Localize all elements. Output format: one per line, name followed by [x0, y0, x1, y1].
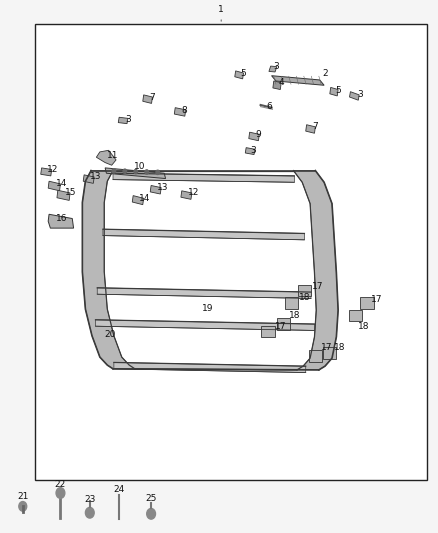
Text: 16: 16	[56, 214, 67, 223]
Text: 13: 13	[90, 173, 101, 181]
Polygon shape	[245, 148, 255, 155]
Text: 17: 17	[312, 282, 323, 291]
Polygon shape	[118, 117, 128, 124]
Bar	[35, 24, 427, 480]
Text: 3: 3	[125, 116, 131, 124]
Text: 12: 12	[47, 165, 59, 174]
Text: 7: 7	[312, 123, 318, 131]
Polygon shape	[298, 285, 311, 296]
Text: 25: 25	[145, 494, 157, 503]
Text: 14: 14	[139, 194, 151, 203]
Polygon shape	[105, 168, 166, 179]
Circle shape	[147, 508, 155, 519]
Polygon shape	[114, 362, 306, 373]
Text: 18: 18	[289, 311, 300, 320]
Circle shape	[145, 170, 148, 174]
Polygon shape	[150, 185, 161, 194]
Text: 22: 22	[55, 480, 66, 489]
Text: 7: 7	[149, 93, 155, 101]
Polygon shape	[48, 181, 60, 191]
Polygon shape	[132, 196, 144, 205]
Text: 18: 18	[334, 343, 345, 352]
Polygon shape	[82, 171, 135, 369]
Polygon shape	[273, 81, 281, 90]
Text: 9: 9	[255, 130, 261, 139]
Polygon shape	[360, 297, 374, 309]
Text: 4: 4	[278, 78, 284, 87]
Text: 17: 17	[321, 343, 332, 352]
Polygon shape	[261, 326, 275, 337]
Text: 5: 5	[335, 86, 341, 95]
Polygon shape	[269, 66, 277, 72]
Text: 24: 24	[113, 484, 125, 494]
Polygon shape	[113, 173, 294, 182]
Polygon shape	[57, 190, 70, 200]
Text: 3: 3	[274, 62, 279, 71]
Polygon shape	[41, 168, 52, 176]
Text: 3: 3	[251, 146, 256, 155]
Circle shape	[85, 507, 94, 518]
Circle shape	[112, 169, 116, 173]
Text: 20: 20	[104, 330, 116, 339]
Text: 18: 18	[299, 293, 310, 302]
Text: 14: 14	[56, 180, 67, 188]
Circle shape	[156, 170, 159, 174]
Polygon shape	[83, 175, 94, 183]
Polygon shape	[95, 320, 314, 330]
Text: 15: 15	[65, 189, 76, 197]
Polygon shape	[235, 71, 244, 79]
Text: 23: 23	[84, 495, 95, 504]
Text: 18: 18	[358, 322, 370, 330]
Polygon shape	[293, 171, 338, 370]
Text: 19: 19	[202, 304, 214, 312]
Text: 1: 1	[218, 5, 224, 14]
Polygon shape	[285, 297, 298, 309]
Polygon shape	[96, 150, 116, 165]
Text: 13: 13	[157, 183, 168, 192]
Text: 17: 17	[275, 322, 286, 330]
Circle shape	[19, 502, 27, 511]
Polygon shape	[249, 132, 259, 141]
Polygon shape	[350, 92, 359, 100]
Polygon shape	[323, 347, 336, 359]
Polygon shape	[349, 310, 362, 321]
Text: 11: 11	[107, 151, 119, 160]
Polygon shape	[97, 288, 311, 298]
Circle shape	[134, 169, 138, 174]
Text: 6: 6	[266, 102, 272, 111]
Polygon shape	[143, 95, 152, 103]
Text: 17: 17	[371, 295, 383, 304]
Polygon shape	[330, 87, 338, 96]
Text: 12: 12	[187, 189, 199, 197]
Text: 10: 10	[134, 162, 145, 171]
Text: 2: 2	[322, 69, 328, 78]
Text: 8: 8	[182, 106, 187, 115]
Polygon shape	[103, 229, 304, 240]
Polygon shape	[181, 191, 192, 199]
Text: 21: 21	[17, 492, 28, 501]
Circle shape	[56, 488, 65, 498]
Polygon shape	[272, 76, 324, 85]
Text: 5: 5	[240, 69, 246, 78]
Polygon shape	[309, 350, 322, 362]
Polygon shape	[174, 108, 186, 116]
Polygon shape	[306, 125, 315, 133]
Text: 3: 3	[357, 91, 363, 99]
Circle shape	[123, 169, 127, 173]
Polygon shape	[48, 214, 74, 228]
Polygon shape	[277, 318, 290, 330]
